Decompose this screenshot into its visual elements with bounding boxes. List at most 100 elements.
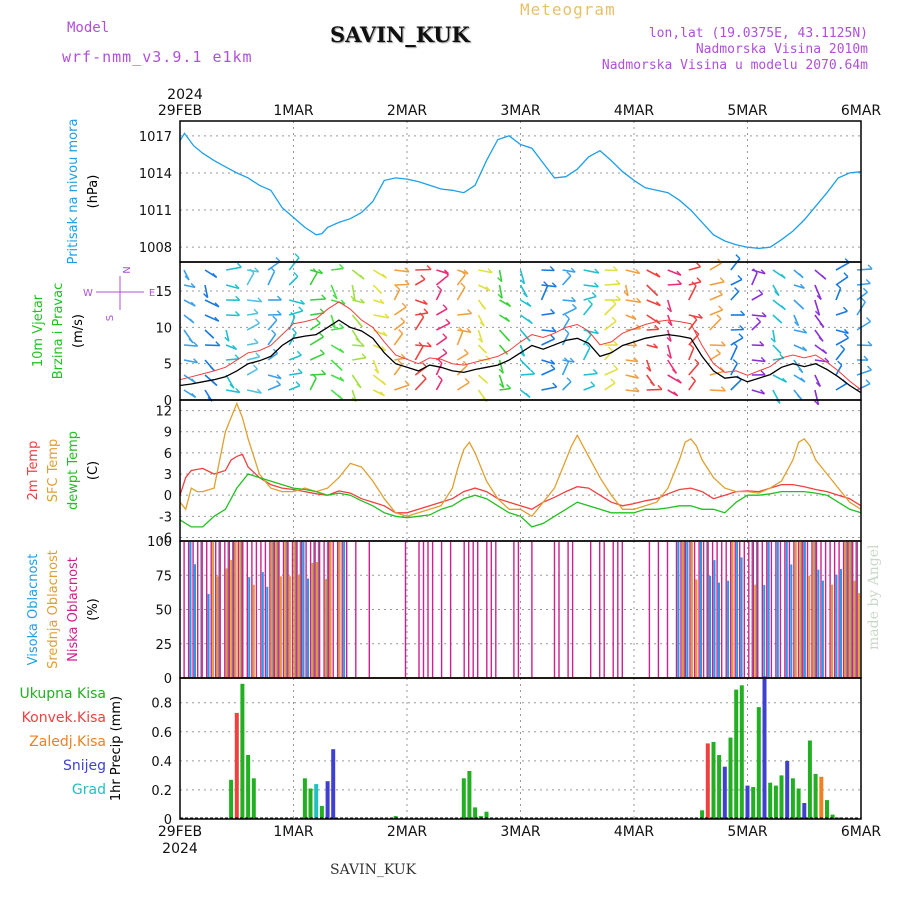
wind-barb-flag [822,349,828,354]
wind-barb-flag [426,342,432,347]
cloud-bar-low [698,541,700,678]
wind-barb [415,268,432,271]
wind-barb-flag [571,303,577,309]
cloud-bar-low [689,541,691,678]
cloud-bar-high [189,541,192,678]
y-tick-label: 75 [155,569,172,584]
y-tick-label: 6 [164,447,172,462]
wind-barb-flag [593,282,599,288]
cloud-bar-low [725,541,727,678]
wind-barb-flag [666,337,672,342]
cloud-bar-low [328,541,330,678]
wind-barb-flag [401,302,407,308]
wind-barb-flag [191,378,196,384]
cloud-bar-high [252,584,255,678]
cloud-bar-grey [317,541,320,678]
cloud-bar-high [799,541,802,678]
cloud-bar-low [680,541,682,678]
wind-barb-flag [862,287,868,293]
precip-bar [751,787,756,819]
wind-barb [267,352,278,361]
y-tick-label: 1017 [139,130,172,145]
wind-barb [540,285,549,301]
wind-barb [309,272,318,286]
cloud-bar-high [325,579,327,678]
wind-barb [288,354,302,361]
y-tick-label: 1008 [139,241,172,256]
wind-barb [435,379,443,391]
wind-barb-flag [653,343,659,349]
wind-barb [625,389,640,393]
wind-barb-flag [381,273,387,279]
y-tick-label: -6 [159,531,172,546]
wind-barb-flag [190,282,196,288]
wind-barb [583,269,599,274]
wind-barb-flag [379,298,385,304]
compass-north: N [120,266,131,273]
wind-barb-flag [212,381,218,386]
precip-bar [705,743,710,819]
wind-barb [751,272,758,286]
wind-barb-flag [253,364,258,370]
wind-barb [814,374,822,387]
wind-barb [583,372,598,376]
wind-barb [309,336,324,346]
y-axis-label: (hPa) [86,175,101,209]
wind-barb-flag [696,277,702,283]
wind-barb-flag [570,267,576,273]
wind-barb-flag [816,295,822,300]
wind-barb-flag [443,270,449,276]
y-tick-label: 50 [155,604,172,619]
wind-barb-flag [552,382,558,388]
y-tick-label: 100 [147,535,172,550]
wind-barb [499,387,511,391]
wind-barb [310,298,326,301]
cloud-bar-high [338,541,341,678]
wind-barb-flag [442,304,448,310]
y-tick-label: 5 [164,358,172,373]
model-altitude-label: Nadmorska Visina u modelu 2070.64m [601,58,868,73]
wind-barb-flag [359,298,365,304]
precip-bar [229,779,234,819]
cloud-bar-grey [801,541,803,678]
cloud-bar-low [260,541,262,678]
wind-barb [520,373,535,376]
y-axis-label: (C) [86,461,101,480]
cloud-bar-low [282,541,285,678]
wind-barb-flag [460,282,466,288]
cloud-bar-high [681,541,684,678]
wind-barb [583,329,599,335]
wind-barb [562,381,572,391]
cloud-bar-high [239,541,242,678]
time-tick-bottom: 29FEB [158,824,202,840]
precip-bar [790,778,795,819]
wind-barb-flag [404,380,410,386]
cloud-bar-low [612,541,614,678]
wind-barb-flag [497,293,503,299]
wind-barb [415,299,428,305]
cloud-bar-low [806,541,809,678]
cloud-bar-high [316,562,318,678]
wind-barb [625,314,637,321]
cloud-bar-low [734,541,736,678]
y-axis-label: (%) [86,598,101,621]
cloud-bar-high [307,578,309,678]
wind-barb [478,284,491,292]
wind-barb-flag [732,359,738,364]
wind-barb-flag [676,270,682,276]
wind-barb-flag [397,359,403,365]
cloud-bar-low [246,541,248,678]
precip-bar [734,689,739,819]
wind-barb-flag [253,338,259,344]
wind-barb-flag [667,321,673,327]
wind-barb-flag [315,318,321,324]
wind-barb [519,269,526,285]
wind-barb-flag [550,364,556,370]
cloud-bar-low [558,541,560,678]
wind-barb [625,269,640,275]
wind-barb-flag [550,334,556,340]
wind-barb-flag [777,318,783,324]
wind-barb [414,346,424,361]
precip-bar [802,803,807,819]
wind-barb [330,374,345,382]
